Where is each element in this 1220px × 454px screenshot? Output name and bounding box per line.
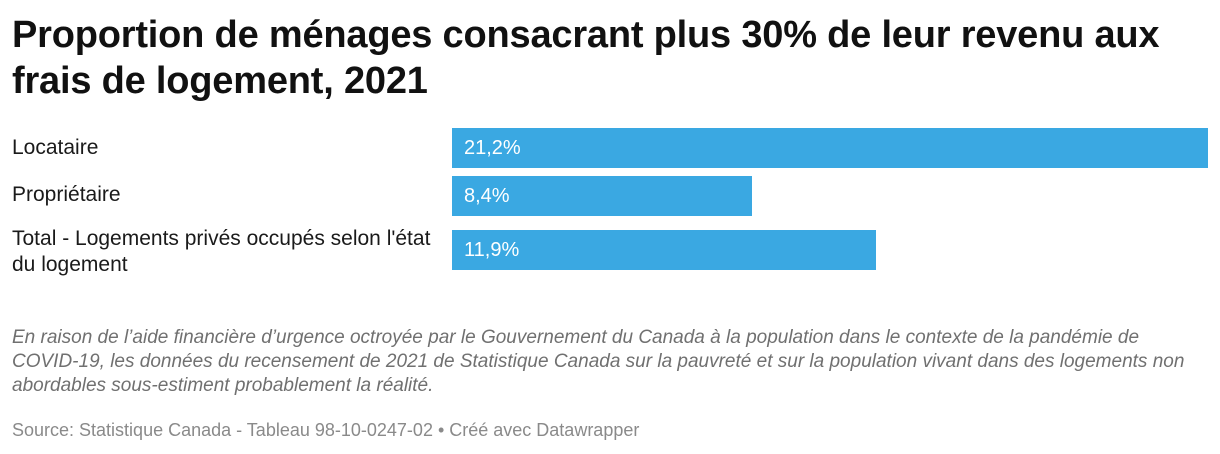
chart-source: Source: Statistique Canada - Tableau 98-… [12,420,640,440]
bar-track: 21,2% [452,128,1208,168]
bar-track: 11,9% [452,230,1208,270]
bar [452,128,1208,168]
chart-notes: En raison de l’aide financière d’urgence… [12,327,1185,396]
chart-title: Proportion de ménages consacrant plus 30… [12,14,1160,102]
data-label: 11,9% [464,239,520,261]
category-label: Total - Logements privés occupés selon l… [12,227,431,276]
bar-row-locataire: Locataire 21,2% [12,128,1208,168]
bar-chart: Locataire 21,2% Propriétaire 8,4% Total … [12,128,1208,278]
data-label: 8,4% [464,185,510,207]
category-label: Propriétaire [12,183,121,206]
category-label: Locataire [12,136,99,159]
data-label: 21,2% [464,137,521,159]
bar-row-total: Total - Logements privés occupés selon l… [12,226,1208,278]
bar-track: 8,4% [452,176,1208,216]
bar-row-proprietaire: Propriétaire 8,4% [12,176,1208,216]
bar [452,176,752,216]
bar [452,230,877,270]
